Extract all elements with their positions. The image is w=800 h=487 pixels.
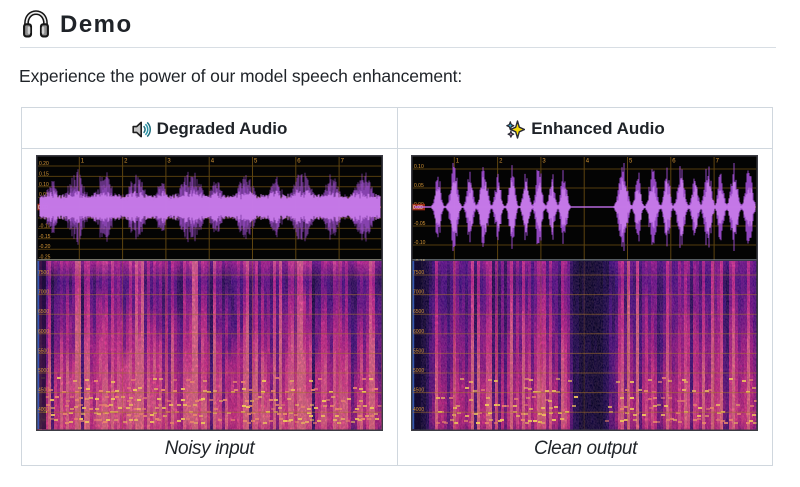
svg-text:0.10: 0.10 [39, 182, 49, 188]
svg-text:7: 7 [716, 159, 720, 165]
svg-text:7500: 7500 [413, 270, 424, 276]
svg-text:0.20: 0.20 [39, 161, 49, 167]
svg-text:0.10: 0.10 [414, 164, 424, 170]
svg-text:2: 2 [499, 159, 503, 165]
svg-text:5500: 5500 [38, 348, 49, 354]
svg-text:-0.10: -0.10 [39, 223, 51, 229]
svg-text:6000: 6000 [413, 329, 424, 335]
svg-text:-0.25: -0.25 [39, 255, 51, 261]
svg-text:4000: 4000 [413, 407, 424, 413]
svg-text:6000: 6000 [38, 329, 49, 335]
svg-text:4000: 4000 [38, 407, 49, 413]
svg-text:5000: 5000 [38, 368, 49, 374]
svg-text:-0.15: -0.15 [39, 234, 51, 240]
svg-text:4: 4 [586, 159, 590, 165]
svg-text:6: 6 [672, 159, 676, 165]
svg-text:0.15: 0.15 [39, 171, 49, 177]
svg-text:7: 7 [341, 159, 345, 165]
svg-text:7000: 7000 [413, 290, 424, 296]
svg-text:-0.20: -0.20 [39, 244, 51, 250]
svg-text:6: 6 [297, 159, 301, 165]
svg-text:1: 1 [81, 159, 85, 165]
svg-text:6500: 6500 [38, 309, 49, 315]
svg-text:3: 3 [542, 159, 546, 165]
svg-text:4: 4 [211, 159, 215, 165]
svg-text:5: 5 [629, 159, 633, 165]
svg-text:6500: 6500 [413, 309, 424, 315]
svg-text:0.05: 0.05 [414, 183, 424, 189]
svg-text:1: 1 [456, 159, 460, 165]
svg-text:5000: 5000 [413, 368, 424, 374]
svg-text:4500: 4500 [38, 388, 49, 394]
svg-text:5: 5 [254, 159, 258, 165]
svg-text:5500: 5500 [413, 348, 424, 354]
svg-text:3: 3 [167, 159, 171, 165]
svg-text:7000: 7000 [38, 290, 49, 296]
svg-text:2: 2 [124, 159, 128, 165]
svg-text:-0.10: -0.10 [414, 240, 426, 246]
svg-text:0.00: 0.00 [413, 205, 423, 211]
svg-text:4500: 4500 [413, 388, 424, 394]
svg-text:-0.05: -0.05 [414, 221, 426, 227]
svg-text:7500: 7500 [38, 270, 49, 276]
